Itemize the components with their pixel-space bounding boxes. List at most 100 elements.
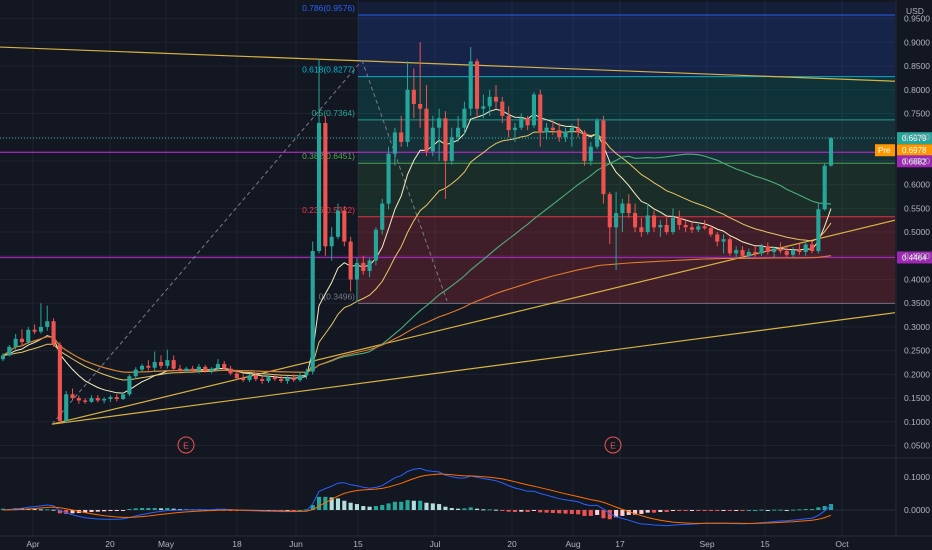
- macd-histogram-bar: [468, 507, 473, 510]
- candle-body: [418, 103, 423, 109]
- candle-body: [399, 132, 404, 142]
- macd-histogram-bar: [64, 510, 69, 514]
- candle: [51, 318, 56, 347]
- candle: [740, 246, 745, 259]
- candle-body: [620, 203, 625, 214]
- macd-histogram-bar: [525, 510, 530, 512]
- candle: [241, 374, 246, 382]
- candle-body: [468, 61, 473, 109]
- candle: [209, 367, 214, 374]
- candle: [323, 115, 328, 256]
- x-tick-label: 15: [760, 539, 770, 549]
- candle: [184, 366, 189, 373]
- macd-histogram-bar: [772, 509, 777, 511]
- x-tick-label: 20: [105, 539, 115, 549]
- candle: [822, 163, 827, 211]
- candle: [335, 203, 341, 240]
- candle-body: [165, 360, 170, 366]
- candle-body: [114, 397, 119, 400]
- candle: [158, 355, 164, 369]
- candle-body: [531, 94, 536, 126]
- macd-histogram-bar: [487, 509, 492, 511]
- candle-body: [335, 210, 341, 237]
- y-tick-label: 0.1500: [904, 393, 930, 403]
- candle-body: [209, 368, 214, 372]
- macd-histogram-bar: [645, 510, 650, 513]
- candle-body: [715, 234, 720, 242]
- candle-body: [740, 250, 745, 256]
- x-tick-label: Sep: [699, 539, 714, 549]
- y-tick-label: 0.4000: [904, 274, 930, 284]
- macd-histogram-bar: [828, 504, 834, 510]
- y-tick-label: 0.3000: [904, 322, 930, 332]
- macd-histogram-bar: [361, 506, 366, 510]
- y-tick-label: 0.3500: [904, 298, 930, 308]
- macd-histogram-bar: [310, 505, 315, 510]
- candle: [512, 122, 518, 142]
- earnings-marker-icon[interactable]: [604, 436, 622, 454]
- candle: [614, 191, 619, 271]
- macd-histogram-bar: [664, 510, 669, 512]
- candle-body: [279, 379, 284, 382]
- candle-body: [203, 366, 208, 372]
- earnings-marker-icon[interactable]: [177, 436, 195, 454]
- candle-body: [519, 118, 524, 128]
- candle-body: [342, 210, 347, 242]
- candle: [215, 359, 220, 372]
- macd-histogram-bar: [177, 509, 183, 511]
- fib-zone: [358, 14, 895, 77]
- overlay-labels: 0.6979 Pre 0.6978 0.6682 0.4464 E E: [177, 132, 932, 454]
- candle-body: [304, 371, 309, 376]
- y-tick-label: 0.4500: [904, 251, 930, 261]
- macd-histogram-bar: [651, 510, 657, 513]
- candle-body: [658, 224, 663, 228]
- candle: [456, 115, 461, 142]
- price-tag-level: 0.4464: [902, 253, 927, 262]
- earnings-marker-label: E: [183, 441, 189, 451]
- candle-body: [51, 321, 56, 345]
- candle: [285, 376, 290, 384]
- candle: [595, 118, 600, 150]
- candle-body: [392, 132, 397, 154]
- macd-histogram-bar: [418, 500, 423, 510]
- candle-body: [601, 120, 606, 195]
- macd-histogram-bar: [550, 510, 555, 513]
- candle: [746, 248, 751, 259]
- descending-trendline: [0, 46, 896, 82]
- macd-histogram-bar: [399, 501, 404, 510]
- fib-zone: [358, 2, 895, 15]
- macd-histogram-bar: [127, 509, 132, 511]
- macd-histogram-bar: [437, 504, 442, 510]
- candle-body: [576, 127, 581, 133]
- macd-histogram-bar: [95, 510, 100, 512]
- candle-body: [13, 338, 18, 347]
- candle-body: [146, 365, 151, 368]
- candle: [645, 203, 650, 235]
- candle: [196, 363, 201, 374]
- macd-histogram-bar: [323, 496, 328, 510]
- candle: [765, 242, 770, 255]
- macd-histogram-bar: [285, 510, 290, 511]
- candle: [772, 246, 777, 258]
- macd-histogram-bar: [386, 503, 391, 510]
- macd-histogram-bar: [740, 510, 745, 511]
- candle: [519, 113, 524, 131]
- macd-histogram-bar: [727, 510, 732, 511]
- candle-body: [734, 250, 739, 254]
- candle: [114, 394, 119, 402]
- candle-body: [689, 227, 695, 230]
- price-tag-level: 0.6682: [902, 157, 927, 166]
- candle-body: [424, 108, 429, 152]
- candle-body: [809, 244, 815, 252]
- macd-histogram-bar: [108, 510, 113, 511]
- candle: [418, 42, 423, 128]
- price-tag-box: [897, 132, 932, 145]
- candle: [165, 349, 170, 369]
- candle-body: [702, 226, 707, 229]
- candle: [828, 137, 834, 167]
- candle-body: [121, 394, 126, 400]
- candle-body: [828, 138, 834, 166]
- macd-histogram-bar: [405, 500, 410, 510]
- candle: [607, 191, 612, 244]
